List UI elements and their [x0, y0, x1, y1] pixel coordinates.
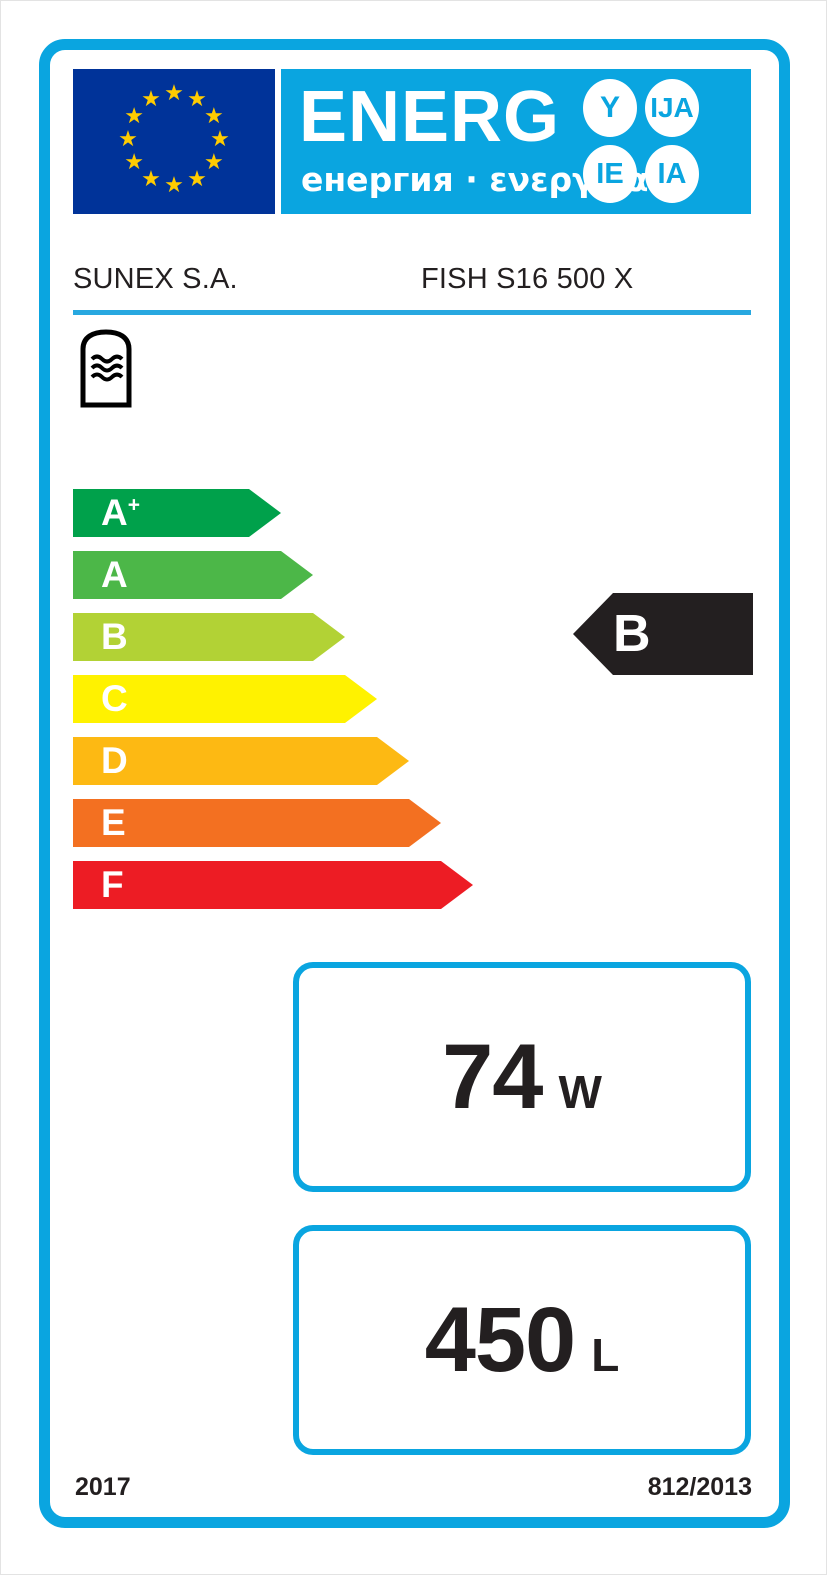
class-bar-d: D [73, 737, 409, 785]
rating-arrow-b: B [573, 593, 753, 675]
rating-arrow-letter: B [613, 605, 651, 663]
storage-volume-box: 450 L [293, 1225, 751, 1455]
regulation-number: 812/2013 [647, 1473, 752, 1501]
class-bar-aplus: A+ [73, 489, 281, 537]
header-circle-ie: IE [583, 145, 637, 203]
supplier-name: SUNEX S.A. [73, 263, 238, 295]
storage-volume-unit: L [591, 1329, 620, 1381]
class-bar-a: A [73, 551, 313, 599]
european-union-flag: ★ ★ ★ ★ ★ ★ ★ ★ ★ ★ ★ ★ [73, 69, 275, 214]
hot-water-storage-tank-icon [79, 329, 133, 409]
class-bar-e: E [73, 799, 441, 847]
model-identifier: FISH S16 500 X [421, 263, 634, 295]
class-bar-label: A+ [101, 492, 140, 533]
class-bar-label: A [101, 554, 128, 595]
header-circle-ija: IJA [645, 79, 699, 137]
class-bar-label: E [101, 802, 126, 843]
class-bar-f: F [73, 861, 473, 909]
header-circle-y: Y [583, 79, 637, 137]
standing-loss-value: 74 [442, 1026, 543, 1128]
class-bar-label: C [101, 678, 128, 719]
header-circle-ia: IA [645, 145, 699, 203]
class-bar-label: F [101, 864, 124, 905]
label-year: 2017 [75, 1473, 131, 1501]
standing-loss-box: 74 W [293, 962, 751, 1192]
energy-class-scale: A+ A B C D E F [73, 489, 473, 917]
supplier-model-row: SUNEX S.A. FISH S16 500 X [73, 263, 751, 309]
class-bar-b: B [73, 613, 345, 661]
label-header: ★ ★ ★ ★ ★ ★ ★ ★ ★ ★ ★ ★ ENERG енергия · ενεργεια Y … [73, 69, 751, 214]
energ-banner: ENERG енергия · ενεργεια Y IJA IE IA [281, 69, 751, 214]
storage-volume-value: 450 [424, 1289, 576, 1391]
class-bar-c: C [73, 675, 377, 723]
energ-wordmark: ENERG [299, 77, 561, 157]
standing-loss-unit: W [558, 1066, 602, 1118]
class-bar-label: D [101, 740, 128, 781]
supplier-divider [73, 310, 751, 315]
class-bar-label: B [101, 616, 128, 657]
